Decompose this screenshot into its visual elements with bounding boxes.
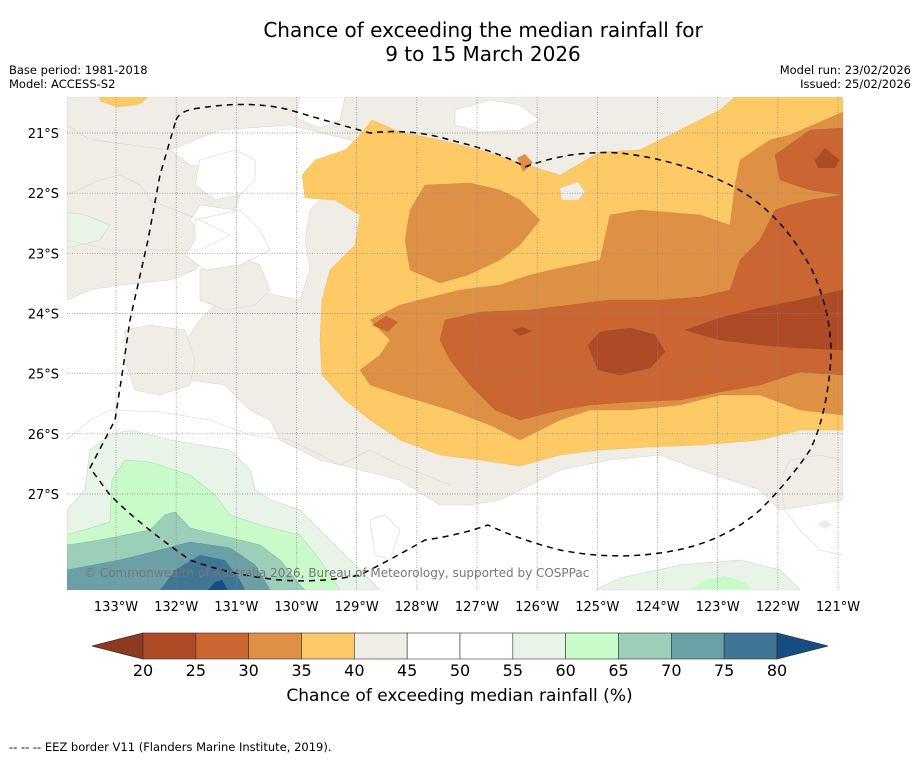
contour-20-25 bbox=[587, 327, 666, 376]
colorbar-tick-label: 80 bbox=[767, 661, 787, 680]
y-tick-label: 27°S bbox=[28, 488, 59, 503]
gridlines bbox=[67, 97, 843, 590]
colorbar-tick-label: 60 bbox=[555, 661, 575, 680]
x-tick-label: 132°W bbox=[154, 600, 198, 615]
contour-55-60-se bbox=[594, 559, 801, 590]
colorbar-tick-label: 45 bbox=[397, 661, 417, 680]
contour-45-50-hole4 bbox=[454, 99, 541, 133]
contour-40-45-patch bbox=[124, 324, 196, 396]
y-tick-label: 24°S bbox=[28, 308, 59, 323]
chart-title-line2: 9 to 15 March 2026 bbox=[385, 42, 581, 66]
meta-left: Base period: 1981-2018 Model: ACCESS-S2 bbox=[9, 63, 148, 91]
contour-20-25-small bbox=[512, 327, 532, 336]
y-tick-label: 23°S bbox=[28, 247, 59, 262]
contour-45-50-hole bbox=[194, 149, 256, 201]
contour-above-80 bbox=[208, 580, 228, 590]
contour-25-30-w bbox=[372, 316, 398, 332]
map-plot-area: © Commonwealth of Australia 2026, Bureau… bbox=[67, 97, 843, 590]
colorbar-tick-label: 40 bbox=[344, 661, 364, 680]
y-axis-ticks: 21°S 22°S 23°S 24°S 25°S 26°S 27°S bbox=[28, 127, 59, 503]
colorbar-extend-low bbox=[91, 632, 144, 660]
x-tick-label: 123°W bbox=[696, 600, 740, 615]
colorbar-tick-label: 65 bbox=[608, 661, 628, 680]
contour-45-50-hole3 bbox=[294, 97, 346, 129]
colorbar-bin bbox=[301, 632, 355, 660]
contour-20-25-e bbox=[684, 289, 843, 351]
contour-line-50 bbox=[67, 174, 231, 251]
colorbar-tick-label: 20 bbox=[133, 661, 153, 680]
colorbar-tick-label: 30 bbox=[238, 661, 258, 680]
colorbar-bin bbox=[406, 632, 461, 660]
contour-20-25-ne bbox=[815, 148, 840, 168]
colorbar-bin bbox=[195, 632, 249, 660]
contour-75-80 bbox=[160, 555, 245, 590]
x-tick-label: 122°W bbox=[756, 600, 800, 615]
colorbar-bin bbox=[248, 632, 302, 660]
colorbar-bin bbox=[671, 632, 725, 660]
issued-text: Issued: 25/02/2026 bbox=[800, 77, 911, 91]
contour-60-65-se bbox=[690, 576, 752, 590]
colorbar-bin bbox=[459, 632, 514, 660]
colorbar-label: Chance of exceeding median rainfall (%) bbox=[286, 686, 633, 706]
contour-25-30-ne bbox=[774, 127, 843, 196]
colorbar-bin bbox=[354, 632, 408, 660]
contour-line-50-b bbox=[67, 409, 451, 486]
x-tick-label: 125°W bbox=[575, 600, 619, 615]
x-tick-label: 127°W bbox=[455, 600, 499, 615]
contour-55-60-w bbox=[67, 211, 111, 249]
base-period-text: Base period: 1981-2018 bbox=[9, 63, 148, 77]
eez-footnote: -- -- -- EEZ border V11 (Flanders Marine… bbox=[9, 740, 332, 754]
contour-35-40-top bbox=[99, 97, 149, 108]
model-text: Model: ACCESS-S2 bbox=[9, 77, 116, 91]
x-tick-label: 133°W bbox=[94, 600, 138, 615]
colorbar-bin bbox=[512, 632, 566, 660]
x-tick-label: 128°W bbox=[395, 600, 439, 615]
colorbar-tick-label: 25 bbox=[186, 661, 206, 680]
contour-45-50-hole2 bbox=[184, 209, 271, 271]
colorbar-tick-label: 35 bbox=[291, 661, 311, 680]
colorbar-bin bbox=[618, 632, 672, 660]
contour-25-30 bbox=[439, 194, 843, 421]
y-tick-label: 26°S bbox=[28, 428, 59, 443]
copyright-text: © Commonwealth of Australia 2026, Bureau… bbox=[84, 566, 589, 580]
contour-line-50-d bbox=[779, 454, 843, 556]
colorbar-tick-label: 75 bbox=[714, 661, 734, 680]
x-tick-label: 131°W bbox=[214, 600, 258, 615]
colorbar-tick-label: 55 bbox=[503, 661, 523, 680]
y-tick-label: 25°S bbox=[28, 368, 59, 383]
contour-40-45-hole bbox=[559, 181, 586, 201]
y-tick-label: 22°S bbox=[28, 187, 59, 202]
contour-30-35-diamond bbox=[517, 154, 533, 172]
colorbar-bin bbox=[142, 632, 197, 660]
colorbar-tick-label: 50 bbox=[450, 661, 470, 680]
eez-border bbox=[89, 103, 832, 582]
colorbar-tick-label: 70 bbox=[661, 661, 681, 680]
y-tick-label: 21°S bbox=[28, 127, 59, 142]
x-tick-label: 130°W bbox=[274, 600, 318, 615]
colorbar-bin bbox=[565, 632, 619, 660]
x-tick-label: 121°W bbox=[816, 600, 860, 615]
contour-30-35 bbox=[404, 182, 541, 284]
x-tick-label: 126°W bbox=[515, 600, 559, 615]
chart-title-line1: Chance of exceeding the median rainfall … bbox=[263, 18, 703, 42]
x-tick-label: 124°W bbox=[635, 600, 679, 615]
x-tick-label: 129°W bbox=[335, 600, 379, 615]
colorbar-extend-high bbox=[776, 632, 829, 660]
meta-right: Model run: 23/02/2026 Issued: 25/02/2026 bbox=[780, 63, 911, 91]
model-run-text: Model run: 23/02/2026 bbox=[779, 63, 911, 77]
contour-40-45-se bbox=[818, 520, 832, 529]
colorbar: 20 25 30 35 40 45 50 55 60 65 70 75 80 bbox=[91, 632, 829, 680]
colorbar-bin bbox=[723, 632, 778, 660]
chart-title: Chance of exceeding the median rainfall … bbox=[0, 18, 919, 66]
contour-line-50-c bbox=[369, 514, 401, 561]
x-axis-ticks: 133°W 132°W 131°W 130°W 129°W 128°W 127°W 126°W… bbox=[94, 600, 860, 615]
